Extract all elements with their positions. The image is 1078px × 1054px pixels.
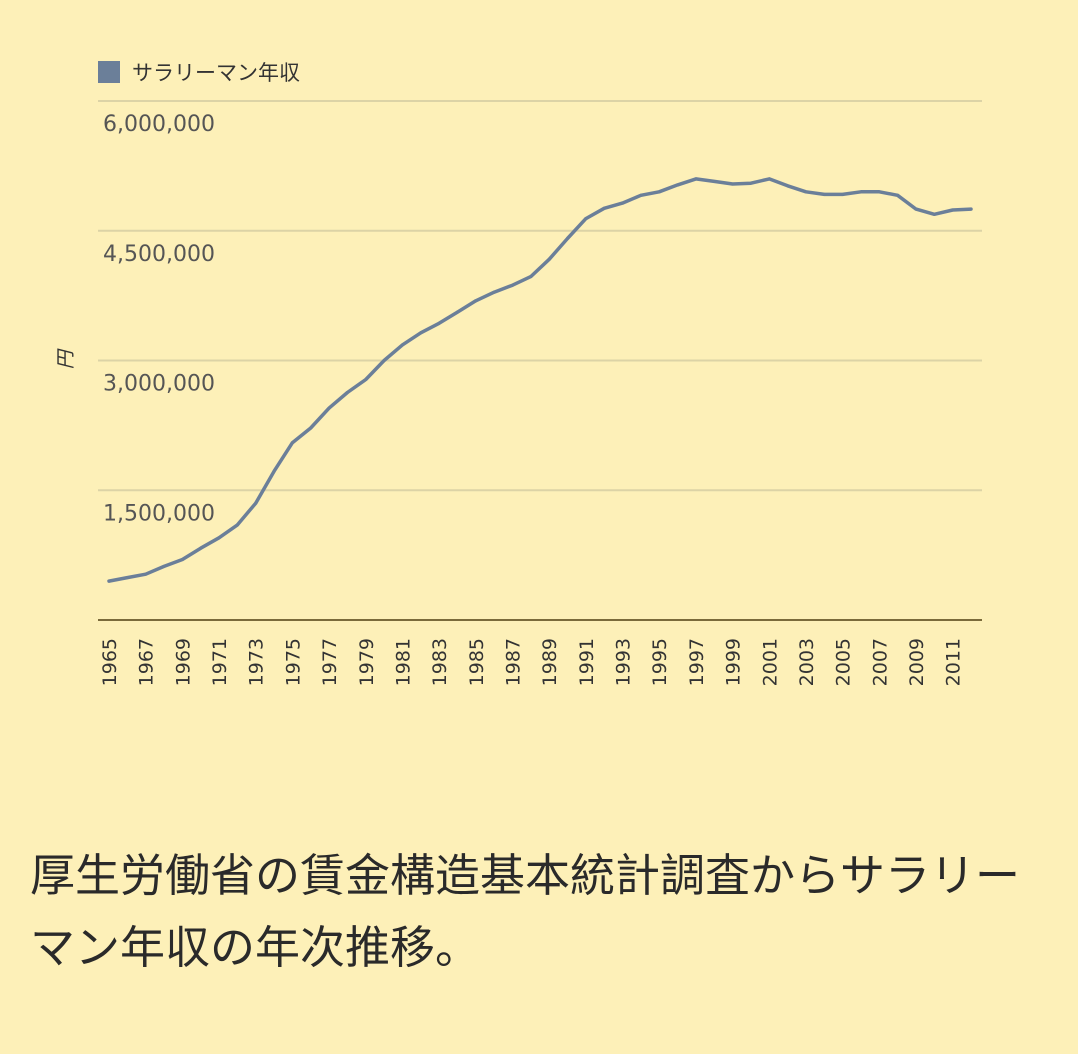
y-tick-label: 3,000,000 bbox=[103, 372, 215, 397]
data-point bbox=[547, 257, 551, 261]
data-point bbox=[107, 579, 111, 583]
data-point bbox=[712, 179, 716, 183]
x-tick-label: 1989 bbox=[539, 638, 561, 686]
data-point bbox=[951, 208, 955, 212]
data-point bbox=[969, 207, 973, 211]
x-tick-label: 1971 bbox=[209, 638, 231, 686]
x-tick-label: 1975 bbox=[282, 638, 304, 686]
data-point bbox=[125, 576, 129, 580]
y-tick-label: 4,500,000 bbox=[103, 242, 215, 267]
data-point bbox=[529, 275, 533, 279]
data-point bbox=[492, 290, 496, 294]
data-point bbox=[877, 190, 881, 194]
data-point bbox=[162, 564, 166, 568]
x-tick-label: 1983 bbox=[429, 638, 451, 686]
x-tick-label: 2009 bbox=[906, 638, 928, 686]
x-tick-label: 1965 bbox=[99, 638, 121, 686]
data-point bbox=[749, 181, 753, 185]
x-tick-label: 1995 bbox=[649, 638, 671, 686]
data-point bbox=[474, 299, 478, 303]
gridlines bbox=[98, 100, 982, 492]
x-tick-label: 2011 bbox=[943, 638, 965, 686]
data-point bbox=[327, 406, 331, 410]
legend-label: サラリーマン年収 bbox=[132, 61, 300, 85]
x-tick-label: 1999 bbox=[723, 638, 745, 686]
data-point bbox=[235, 523, 239, 527]
series-group bbox=[107, 177, 973, 583]
x-tick-label: 1993 bbox=[613, 638, 635, 686]
chart-caption: 厚生労働省の賃金構造基本統計調査からサラリーマン年収の年次推移。 bbox=[30, 849, 1021, 974]
data-point bbox=[437, 321, 441, 325]
y-axis-ticks: 1,500,000 3,000,000 4,500,000 6,000,000 bbox=[103, 112, 215, 526]
data-point bbox=[400, 343, 404, 347]
data-point bbox=[621, 201, 625, 205]
data-point bbox=[309, 426, 313, 430]
x-tick-label: 1985 bbox=[466, 638, 488, 686]
data-point bbox=[859, 190, 863, 194]
x-tick-label: 1991 bbox=[576, 638, 598, 686]
data-point bbox=[199, 546, 203, 550]
x-tick-label: 2001 bbox=[759, 638, 781, 686]
x-tick-label: 1969 bbox=[172, 638, 194, 686]
data-point bbox=[639, 193, 643, 197]
data-point bbox=[786, 184, 790, 188]
data-point bbox=[584, 217, 588, 221]
data-point bbox=[767, 177, 771, 181]
data-point bbox=[932, 212, 936, 216]
data-point bbox=[364, 378, 368, 382]
legend: サラリーマン年収 bbox=[98, 61, 300, 85]
data-point bbox=[602, 206, 606, 210]
data-point bbox=[914, 207, 918, 211]
data-point bbox=[345, 391, 349, 395]
line-chart: 1,500,000 3,000,000 4,500,000 6,000,000 196… bbox=[55, 61, 982, 686]
x-tick-label: 1977 bbox=[319, 638, 341, 686]
data-point bbox=[254, 501, 258, 505]
x-tick-label: 2005 bbox=[833, 638, 855, 686]
data-point bbox=[455, 310, 459, 314]
x-tick-label: 2007 bbox=[869, 638, 891, 686]
x-tick-label: 1979 bbox=[356, 638, 378, 686]
x-tick-label: 2003 bbox=[796, 638, 818, 686]
data-point bbox=[676, 183, 680, 187]
legend-swatch bbox=[98, 61, 120, 83]
data-point bbox=[272, 469, 276, 473]
y-axis-label: 円 bbox=[55, 348, 77, 370]
data-point bbox=[804, 190, 808, 194]
y-tick-label: 6,000,000 bbox=[103, 112, 215, 137]
y-tick-label: 1,500,000 bbox=[103, 501, 215, 526]
data-point bbox=[731, 182, 735, 186]
data-point bbox=[290, 441, 294, 445]
data-point bbox=[566, 237, 570, 241]
data-point bbox=[822, 192, 826, 196]
x-tick-label: 1981 bbox=[392, 638, 414, 686]
x-tick-label: 1987 bbox=[502, 638, 524, 686]
data-point bbox=[180, 557, 184, 561]
x-axis-ticks: 1965 1967 1969 1971 1973 1975 1977 1979 1981 1983… bbox=[99, 638, 965, 686]
data-point bbox=[657, 190, 661, 194]
data-point bbox=[144, 572, 148, 576]
series-line bbox=[107, 177, 973, 583]
x-tick-label: 1967 bbox=[136, 638, 158, 686]
data-point bbox=[217, 536, 221, 540]
x-tick-label: 1997 bbox=[686, 638, 708, 686]
data-point bbox=[841, 192, 845, 196]
data-point bbox=[419, 331, 423, 335]
x-tick-label: 1973 bbox=[246, 638, 268, 686]
data-point bbox=[694, 177, 698, 181]
data-point bbox=[510, 283, 514, 287]
data-point bbox=[382, 359, 386, 362]
data-point bbox=[896, 193, 900, 197]
